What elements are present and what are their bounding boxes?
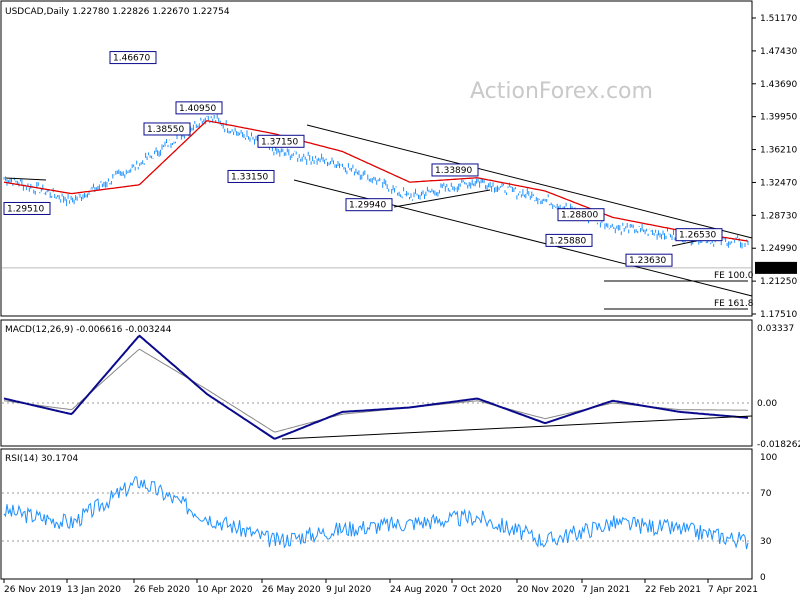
price-level-label: 1.29510 (7, 204, 44, 214)
price-series: 1.22754 (2, 114, 797, 274)
price-y-tick-label: 1.21250 (760, 277, 797, 287)
price-level-box (431, 163, 479, 177)
price-level-label: 1.46670 (113, 54, 150, 64)
rsi-y-tick-label: 0 (760, 573, 766, 583)
macd-panel-header: MACD(12,26,9) -0.006616 -0.003244 (5, 325, 172, 335)
price-level-label: 1.29940 (349, 201, 386, 211)
price-level-label: 1.28800 (561, 211, 598, 221)
price-panel-frame (0, 0, 753, 317)
price-level-box (545, 233, 593, 247)
price-y-ticks: 1.51170 1.47430 1.43690 1.39950 1.36210 1.324… (752, 14, 797, 320)
price-y-tick-label: 1.43690 (760, 80, 797, 90)
fe-100-label: FE 100.0 (714, 271, 754, 281)
macd-y-ticks: 0.03337 0.00 -0.018262 (2, 324, 800, 450)
price-y-tick-label: 1.39950 (760, 113, 797, 123)
price-y-tick-label: 1.47430 (760, 47, 797, 57)
x-tick-label: 7 Jan 2021 (582, 585, 630, 595)
rsi-y-tick-label: 30 (760, 537, 772, 547)
current-price-label: 1.22754 (758, 264, 795, 274)
x-tick-label: 20 Nov 2020 (517, 585, 575, 595)
price-level-label: 1.23630 (629, 256, 666, 266)
price-level-label: 1.25880 (549, 236, 586, 246)
rsi-y-ticks: 100 70 30 0 (2, 453, 777, 583)
price-level-box (143, 122, 191, 136)
rsi-panel-frame (0, 448, 753, 580)
x-tick-label: 13 Jan 2020 (67, 585, 121, 595)
price-level-box (557, 208, 605, 222)
price-level-box (675, 228, 723, 242)
x-tick-label: 7 Oct 2020 (452, 585, 502, 595)
macd-y-tick-label: 0.03337 (757, 324, 794, 334)
macd-trend-line (281, 415, 753, 440)
price-y-tick-label: 1.24990 (760, 244, 797, 254)
price-level-box (257, 134, 305, 148)
price-y-tick-label: 1.36210 (760, 146, 797, 156)
x-tick-label: 26 Nov 2019 (4, 585, 62, 595)
price-level-box (3, 201, 51, 215)
price-panel-header: USDCAD,Daily 1.22780 1.22826 1.22670 1.2… (5, 7, 230, 17)
macd-signal-line (3, 348, 748, 433)
x-tick-label: 26 Feb 2020 (134, 585, 190, 595)
x-tick-label: 10 Apr 2020 (197, 585, 253, 595)
rsi-series (3, 476, 749, 550)
rsi-y-tick-label: 100 (760, 453, 777, 463)
macd-y-tick-label: -0.018262 (757, 440, 800, 450)
price-y-tick-label: 1.17510 (760, 310, 797, 320)
price-level-box (175, 101, 223, 115)
price-level-box (109, 51, 157, 65)
price-level-label: 1.33890 (435, 166, 472, 176)
price-y-tick-label: 1.28730 (760, 211, 797, 221)
trend-line (393, 189, 491, 208)
macd-y-tick-label: 0.00 (757, 399, 777, 409)
macd-line (3, 334, 749, 440)
price-level-label: 1.40950 (179, 104, 216, 114)
macd-panel-frame (0, 319, 753, 447)
price-level-label: 1.38550 (147, 125, 184, 135)
price-level-labels: 1.46670 1.38550 1.40950 1.37150 1.33150 1.295… (3, 51, 723, 267)
rsi-line (3, 476, 749, 550)
price-level-box (227, 169, 275, 183)
x-axis-ticks: 26 Nov 2019 13 Jan 2020 26 Feb 2020 10 Apr … (3, 579, 758, 595)
x-tick-label: 26 May 2020 (262, 585, 321, 595)
x-tick-label: 22 Feb 2021 (645, 585, 701, 595)
x-tick-label: 7 Apr 2021 (708, 585, 758, 595)
price-level-box (625, 253, 673, 267)
rsi-y-tick-label: 70 (760, 489, 772, 499)
watermark: ActionForex.com (470, 79, 653, 104)
price-level-label: 1.33150 (231, 172, 268, 182)
price-level-label: 1.37150 (261, 137, 298, 147)
price-y-tick-label: 1.51170 (760, 14, 797, 24)
x-tick-label: 24 Aug 2020 (390, 585, 448, 595)
price-level-box (345, 198, 393, 212)
fe-161-label: FE 161.8 (714, 299, 754, 309)
rsi-panel-header: RSI(14) 30.1704 (5, 454, 78, 464)
price-y-tick-label: 1.32470 (760, 178, 797, 188)
macd-series (3, 334, 753, 440)
x-tick-label: 9 Jul 2020 (326, 585, 371, 595)
moving-average-line (3, 120, 749, 242)
trend-line (5, 177, 47, 181)
price-level-label: 1.26530 (679, 231, 716, 241)
current-price-box (755, 261, 797, 274)
trend-line (306, 124, 753, 239)
